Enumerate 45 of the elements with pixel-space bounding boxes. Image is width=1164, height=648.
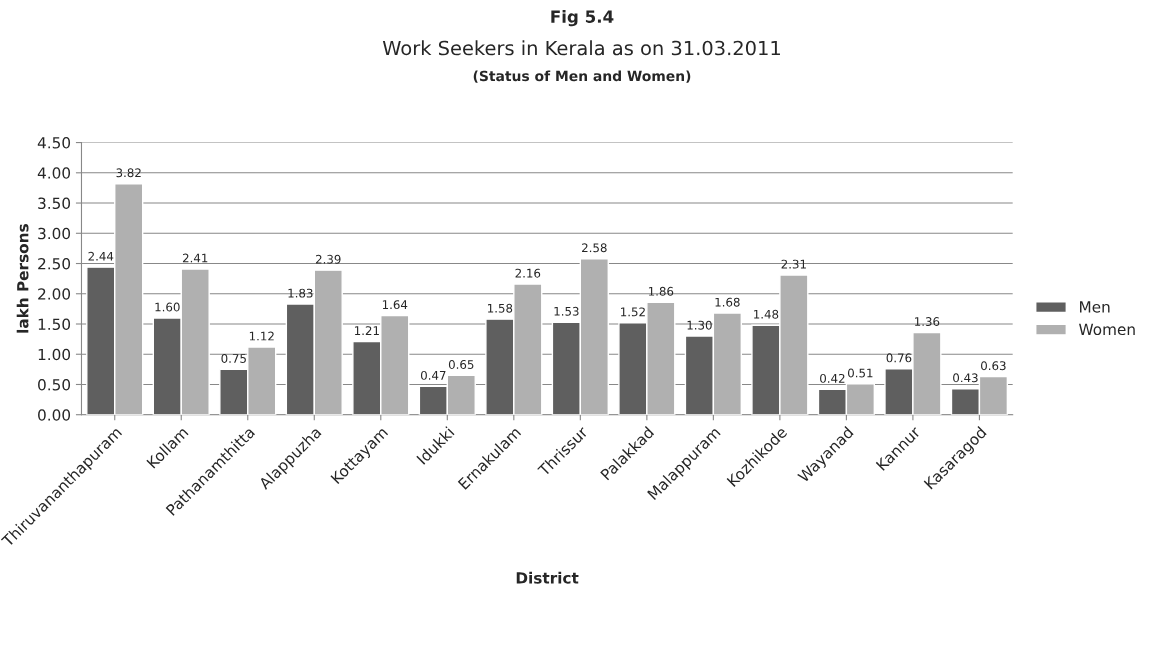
data-label: 1.58	[488, 303, 513, 313]
data-label: 1.60	[155, 302, 180, 312]
data-label: 0.47	[420, 370, 446, 380]
caption: Fig 5.4	[551, 10, 614, 27]
y-tick-label: 1.50	[38, 318, 71, 331]
y-tick-label: 1.00	[38, 348, 71, 361]
data-label: 2.31	[781, 259, 806, 269]
data-label: 1.30	[687, 320, 712, 330]
data-label: 0.51	[848, 368, 873, 378]
data-label: 1.64	[382, 300, 408, 310]
legend-label: Men	[1080, 301, 1110, 313]
y-tick-label: 3.00	[38, 227, 71, 240]
chart-title: Work Seekers in Kerala as on 31.03.2011	[382, 40, 780, 56]
data-label: 2.58	[582, 243, 607, 253]
data-label: 0.63	[981, 361, 1006, 371]
data-label: 0.76	[886, 353, 912, 363]
y-tick-label: 4.50	[37, 137, 71, 149]
data-label: 1.68	[715, 297, 740, 307]
x-axis-title: District	[516, 571, 579, 584]
data-label: 0.65	[448, 360, 474, 369]
data-label: 1.21	[354, 326, 379, 335]
data-label: 1.83	[288, 288, 313, 298]
data-label: 2.16	[515, 268, 541, 278]
data-label: 1.52	[621, 307, 645, 317]
data-label: 1.53	[554, 306, 579, 316]
data-label: 0.42	[820, 373, 845, 383]
y-tick-label: 2.00	[38, 288, 71, 300]
legend-label: Women	[1079, 323, 1135, 336]
y-tick-label: 0.50	[38, 378, 71, 391]
y-tick-label: 2.50	[38, 257, 71, 270]
data-label: 1.12	[249, 331, 274, 341]
y-axis-title: lakh Persons	[16, 224, 29, 333]
data-label: 2.44	[88, 251, 114, 261]
data-label: 0.43	[953, 373, 978, 383]
data-label: 3.82	[116, 168, 141, 178]
data-label: 2.39	[315, 254, 341, 264]
y-tick-label: 3.50	[38, 197, 71, 210]
y-tick-label: 4.00	[37, 167, 71, 179]
data-label: 1.86	[648, 286, 674, 296]
data-label: 0.75	[221, 353, 246, 363]
data-label: 1.48	[754, 309, 779, 319]
chart-subtitle: (Status of Men and Women)	[473, 70, 691, 83]
data-label: 2.41	[182, 253, 208, 263]
y-tick-label: 0.00	[38, 409, 71, 421]
data-label: 1.36	[915, 317, 940, 327]
